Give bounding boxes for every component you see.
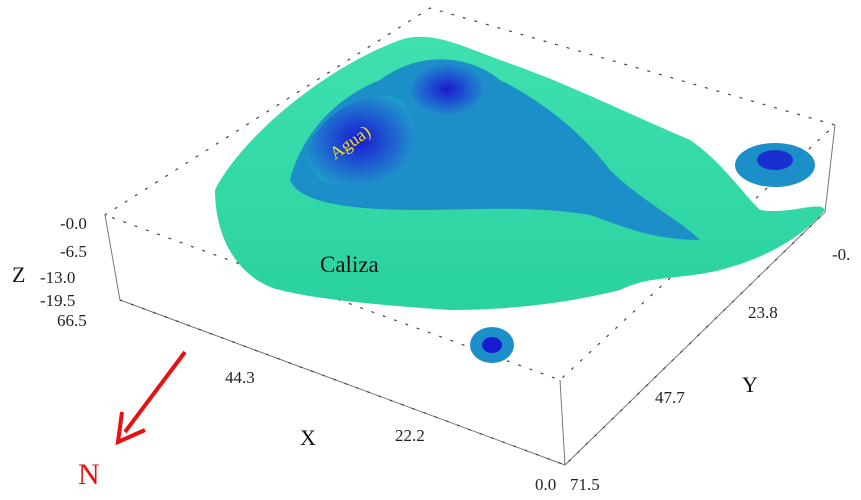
box-edge (560, 380, 565, 465)
water-patch (757, 150, 793, 170)
z-axis-label: Z (12, 262, 25, 287)
arrow-shaft (125, 352, 185, 432)
z-tick-label: -6.5 (60, 242, 87, 261)
x-tick-label: 0.0 (535, 475, 556, 494)
north-label: N (78, 458, 100, 491)
volume-view: Agua) Caliza Z -0.0 -6.5 -13.0 -19.5 66.… (0, 0, 861, 500)
y-tick-label: 71.5 (570, 475, 600, 494)
z-tick-label: -19.5 (40, 291, 75, 310)
x-axis-label: X (300, 425, 316, 450)
north-arrow: N (78, 352, 185, 491)
z-tick-label: -13.0 (40, 268, 75, 287)
x-tick-label: 22.2 (395, 426, 425, 445)
water-patch (482, 337, 502, 353)
isosurface (215, 37, 825, 363)
y-tick-label: 23.8 (748, 303, 778, 322)
y-axis-label: Y (742, 372, 758, 397)
limestone-label: Caliza (320, 252, 379, 277)
arrow-head (118, 412, 145, 442)
y-tick-label: -0. (832, 245, 850, 264)
x-tick-label: 66.5 (57, 311, 87, 330)
y-tick-label: 47.7 (655, 388, 685, 407)
z-tick-label: -0.0 (60, 214, 87, 233)
x-tick-label: 44.3 (225, 368, 255, 387)
